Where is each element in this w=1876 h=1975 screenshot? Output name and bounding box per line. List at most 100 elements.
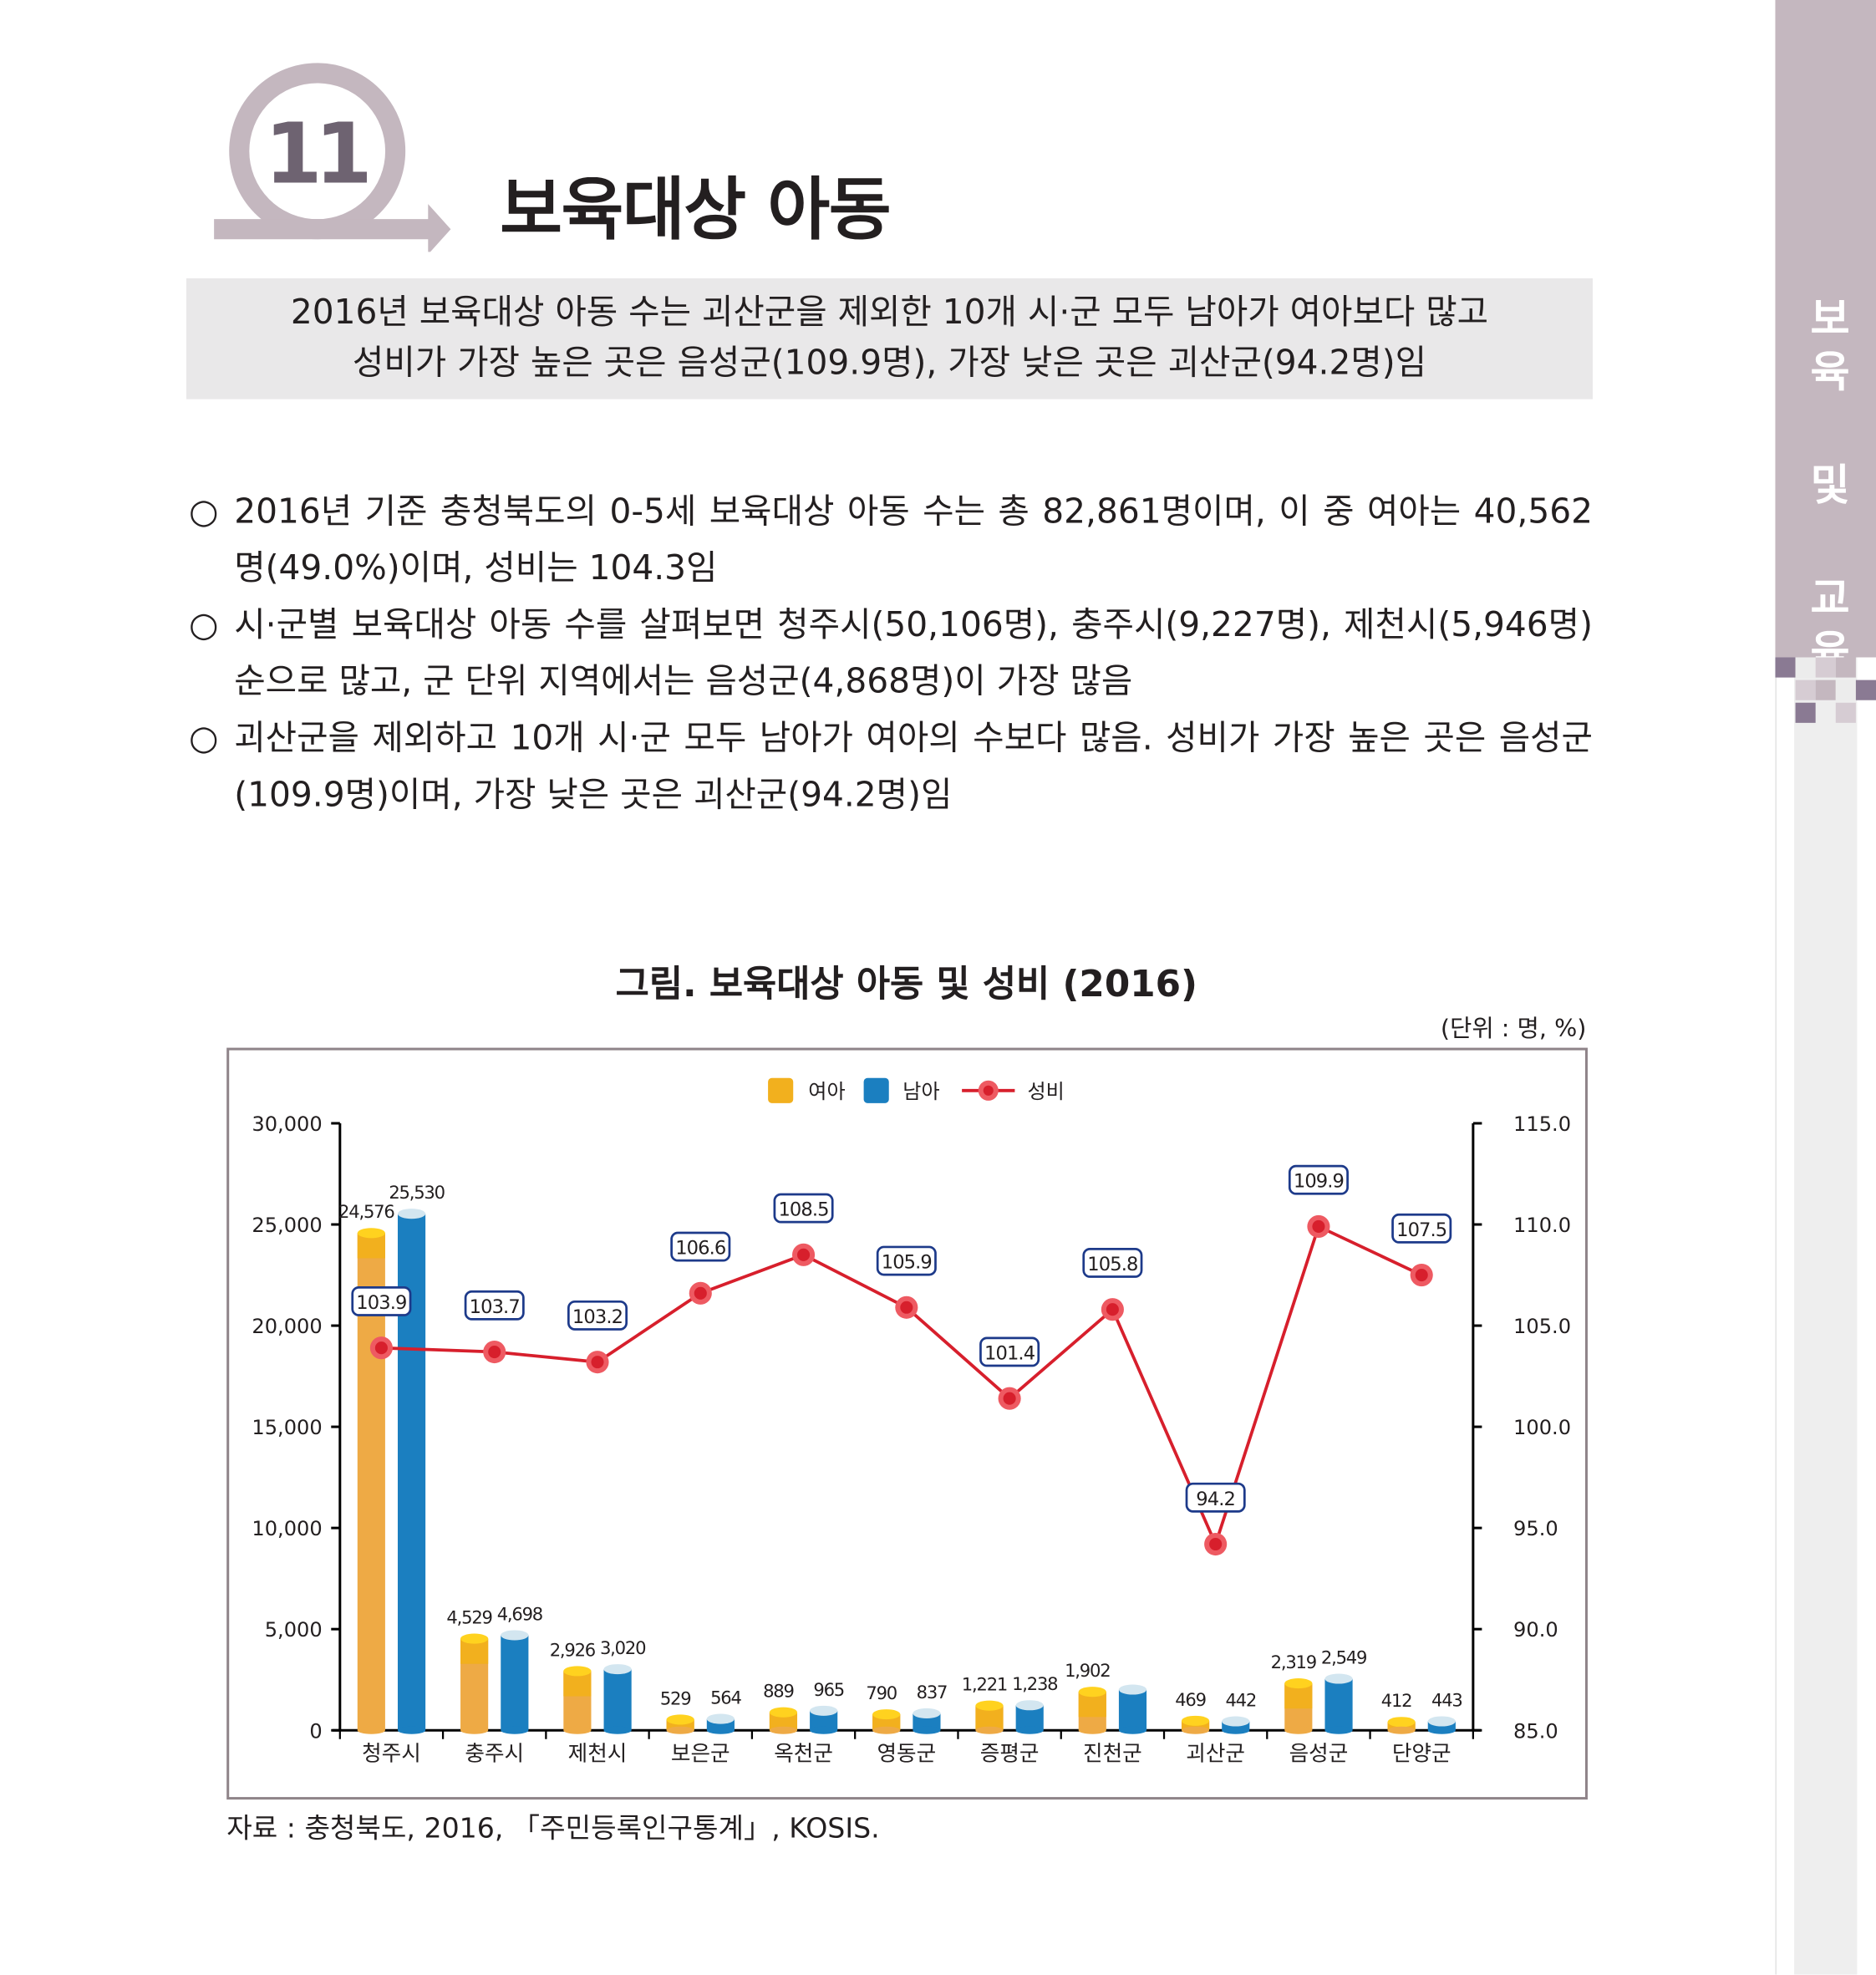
legend-label: 여아	[808, 1080, 845, 1103]
bullet-text: 괴산군을 제외하고 10개 시·군 모두 남아가 여아의 수보다 많음. 성비가…	[234, 719, 1593, 815]
bar-cap	[706, 1713, 735, 1724]
bullet-marker: ○	[189, 719, 219, 759]
legend-label: 성비	[1027, 1080, 1064, 1103]
bar-boys	[810, 1710, 838, 1731]
bar-data-label: 1,221	[962, 1674, 1007, 1695]
bar-data-label: 2,549	[1321, 1647, 1366, 1667]
bar-data-label: 889	[763, 1681, 794, 1702]
bar-base	[913, 1726, 941, 1734]
bar-base	[1427, 1726, 1456, 1734]
bar-boys	[501, 1635, 529, 1731]
ratio-point-center	[1106, 1303, 1119, 1316]
bar-data-label: 790	[866, 1682, 897, 1703]
sidebar-label: 보육 및 교육	[1800, 296, 1851, 682]
x-axis-tick-label: 충주시	[465, 1741, 524, 1766]
bar-cap	[810, 1705, 838, 1716]
legend-ratio-marker-center	[983, 1085, 994, 1096]
left-axis-tick-label: 10,000	[252, 1517, 322, 1540]
ratio-point-center	[900, 1301, 913, 1314]
ratio-point-center	[694, 1286, 707, 1300]
ratio-label-box	[670, 1231, 731, 1262]
bar-cap	[1078, 1687, 1106, 1698]
bar-cap	[1015, 1700, 1044, 1711]
bar-base	[706, 1726, 735, 1734]
x-axis-tick-label: 음성군	[1289, 1741, 1349, 1766]
bar-data-label: 4,698	[497, 1603, 542, 1624]
right-axis-tick-label: 90.0	[1513, 1618, 1558, 1642]
bullet-text: 시·군별 보육대상 아동 수를 살펴보면 청주시(50,106명), 충주시(9…	[234, 605, 1593, 702]
bar-base	[1015, 1726, 1044, 1734]
bar-base	[501, 1726, 529, 1734]
bar-data-label: 1,902	[1065, 1660, 1110, 1681]
ratio-label-box	[1185, 1482, 1246, 1513]
bar-data-label: 837	[917, 1682, 948, 1703]
bar-cap	[1427, 1716, 1456, 1727]
x-axis-tick-label: 진천군	[1083, 1741, 1142, 1766]
right-axis-tick-label: 105.0	[1513, 1315, 1571, 1338]
sidebar-strip	[1794, 657, 1858, 1975]
bar-base	[872, 1726, 901, 1734]
legend-boys-icon	[863, 1077, 889, 1103]
bar-base	[1284, 1726, 1313, 1734]
ratio-data-label: 103.9	[356, 1292, 406, 1314]
right-axis-tick-label: 95.0	[1513, 1517, 1558, 1540]
ratio-data-label: 101.4	[984, 1343, 1035, 1365]
summary-line: 2016년 보육대상 아동 수는 괴산군을 제외한 10개 시·군 모두 남아가…	[290, 293, 1489, 333]
bar-base	[1387, 1726, 1416, 1734]
left-axis-tick-label: 25,000	[252, 1214, 322, 1237]
bar-data-label: 3,020	[600, 1637, 646, 1658]
bar-data-label: 529	[660, 1687, 691, 1708]
x-axis-tick-label: 영동군	[877, 1741, 936, 1766]
ratio-data-label: 106.6	[675, 1238, 725, 1260]
left-axis-tick-label: 20,000	[252, 1315, 322, 1338]
ratio-data-label: 108.5	[778, 1199, 828, 1221]
left-axis-tick-label: 0	[309, 1719, 322, 1743]
chart-frame	[226, 1047, 1588, 1800]
x-axis-tick-label: 증평군	[980, 1741, 1040, 1766]
bar-base	[1222, 1726, 1250, 1734]
ratio-label-box	[464, 1290, 525, 1321]
bar-cap	[769, 1707, 798, 1718]
bar-base	[563, 1726, 592, 1734]
bar-data-label: 4,529	[446, 1607, 491, 1628]
unit-label: (단위 : 명, %)	[1440, 1015, 1587, 1043]
bar-boys	[603, 1669, 632, 1731]
bar-base	[975, 1726, 1004, 1734]
bar-cap	[975, 1700, 1004, 1711]
bar-data-label: 469	[1175, 1689, 1206, 1710]
bullet-item: ○ 2016년 기준 충청북도의 0-5세 보육대상 아동 수는 총 82,861…	[189, 484, 1593, 598]
right-axis-tick-label: 110.0	[1513, 1214, 1571, 1237]
bar-cap	[666, 1714, 694, 1725]
bar-data-label: 2,926	[550, 1639, 596, 1660]
ratio-data-label: 103.2	[572, 1306, 623, 1328]
legend-label: 남아	[902, 1080, 939, 1103]
ratio-data-label: 94.2	[1196, 1489, 1235, 1510]
x-axis-tick-label: 청주시	[362, 1741, 421, 1766]
bar-base	[357, 1726, 385, 1734]
bar-cap	[1387, 1717, 1416, 1728]
bar-base	[810, 1726, 838, 1734]
ratio-label-box	[979, 1336, 1040, 1367]
bar-cap	[1118, 1684, 1147, 1695]
ratio-label-box	[567, 1300, 628, 1331]
ratio-point-center	[591, 1356, 604, 1369]
bar-cap	[501, 1630, 529, 1641]
x-axis-tick-label: 괴산군	[1186, 1741, 1245, 1766]
bar-base	[1118, 1726, 1147, 1734]
ratio-data-label: 105.8	[1087, 1254, 1137, 1275]
bar-data-label: 965	[813, 1679, 844, 1700]
ratio-label-box	[876, 1245, 937, 1276]
bar-cap	[563, 1666, 592, 1677]
ratio-data-label: 105.9	[882, 1252, 932, 1274]
bullet-marker: ○	[189, 605, 219, 645]
x-axis-tick-label: 옥천군	[774, 1741, 833, 1766]
bar-data-label: 24,576	[338, 1201, 394, 1222]
bar-base	[397, 1726, 426, 1734]
bar-cap	[872, 1709, 901, 1720]
bar-cap	[1324, 1673, 1353, 1684]
ratio-label-box	[1082, 1248, 1143, 1278]
legend-girls-icon	[768, 1077, 794, 1103]
bar-base	[1078, 1726, 1106, 1734]
bar-boys	[1118, 1689, 1147, 1731]
bar-data-label: 443	[1431, 1689, 1462, 1710]
